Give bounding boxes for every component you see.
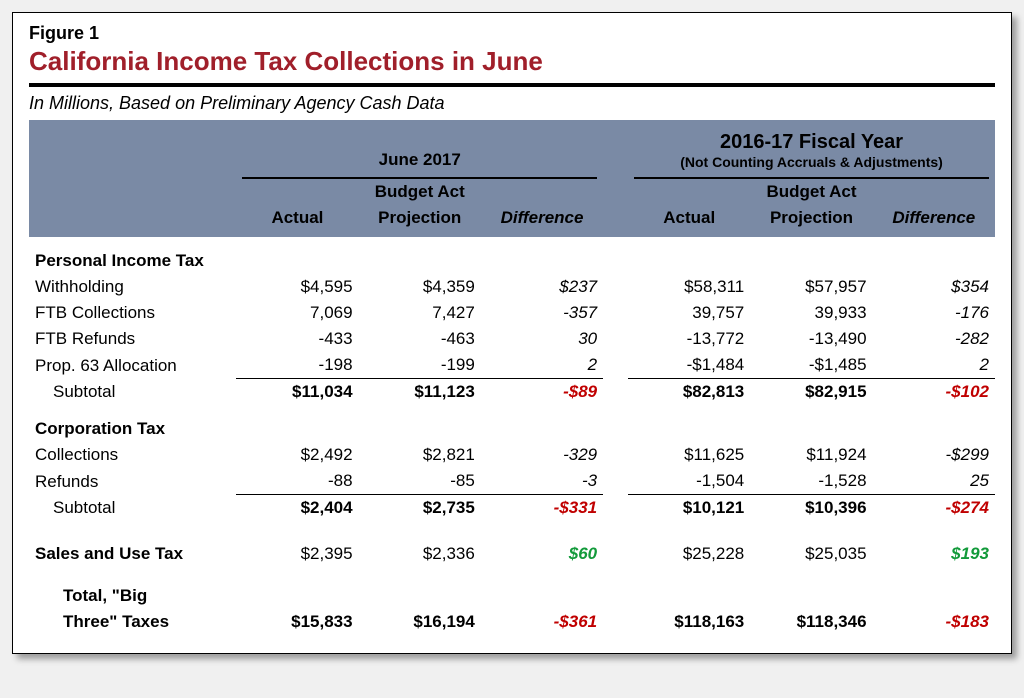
data-cell: -$274 — [873, 495, 995, 522]
data-cell: -$361 — [481, 609, 603, 635]
sales-label: Sales and Use Tax — [29, 541, 236, 567]
data-cell: -13,490 — [750, 326, 872, 352]
data-cell: -176 — [873, 300, 995, 326]
row-label: Refunds — [29, 468, 236, 495]
data-cell: 25 — [873, 468, 995, 495]
data-cell: $2,492 — [236, 442, 358, 468]
data-cell: $10,396 — [750, 495, 872, 522]
data-cell: $4,595 — [236, 274, 358, 300]
data-cell: -13,772 — [628, 326, 750, 352]
figure-subtitle: In Millions, Based on Preliminary Agency… — [29, 93, 995, 114]
period-left-title-text: June 2017 — [379, 150, 461, 169]
col-diff-left: Difference — [481, 179, 603, 231]
data-cell: $58,311 — [628, 274, 750, 300]
data-cell: $118,346 — [750, 609, 872, 635]
col-proj-right-l2: Projection — [750, 205, 872, 231]
data-cell: $25,035 — [750, 541, 872, 567]
data-cell: -1,504 — [628, 468, 750, 495]
data-cell: $11,924 — [750, 442, 872, 468]
data-cell: $193 — [873, 541, 995, 567]
data-cell: -3 — [481, 468, 603, 495]
data-cell: $2,735 — [359, 495, 481, 522]
col-proj-left-l1: Budget Act — [359, 179, 481, 205]
data-cell: 7,427 — [359, 300, 481, 326]
data-cell: 39,757 — [628, 300, 750, 326]
data-cell: $237 — [481, 274, 603, 300]
data-cell: -1,528 — [750, 468, 872, 495]
data-cell: -$89 — [481, 379, 603, 406]
data-cell: $11,123 — [359, 379, 481, 406]
data-cell: $25,228 — [628, 541, 750, 567]
data-cell: $82,813 — [628, 379, 750, 406]
data-cell: -$183 — [873, 609, 995, 635]
data-cell: -85 — [359, 468, 481, 495]
section-header: Personal Income Tax — [29, 237, 995, 274]
data-cell: -463 — [359, 326, 481, 352]
data-cell: $4,359 — [359, 274, 481, 300]
data-cell: -199 — [359, 352, 481, 379]
data-cell: $10,121 — [628, 495, 750, 522]
col-actual-right: Actual — [628, 179, 750, 231]
data-cell: $15,833 — [236, 609, 358, 635]
data-cell: -198 — [236, 352, 358, 379]
period-right-title: 2016-17 Fiscal Year — [634, 131, 989, 154]
row-label: FTB Refunds — [29, 326, 236, 352]
data-cell: -$299 — [873, 442, 995, 468]
data-cell: -329 — [481, 442, 603, 468]
data-cell: -$102 — [873, 379, 995, 406]
data-cell: -282 — [873, 326, 995, 352]
subtotal-label: Subtotal — [29, 379, 236, 406]
data-cell: $2,821 — [359, 442, 481, 468]
section-header: Corporation Tax — [29, 405, 995, 442]
row-label: Withholding — [29, 274, 236, 300]
data-cell: 39,933 — [750, 300, 872, 326]
total-label-l2: Three" Taxes — [29, 609, 236, 635]
data-cell: 2 — [873, 352, 995, 379]
header-table: June 2017 2016-17 Fiscal Year (Not Count… — [29, 128, 995, 231]
col-proj-left-l2: Projection — [359, 205, 481, 231]
data-cell: -433 — [236, 326, 358, 352]
subtotal-label: Subtotal — [29, 495, 236, 522]
col-diff-right: Difference — [873, 179, 995, 231]
data-cell: $11,625 — [628, 442, 750, 468]
data-cell: -88 — [236, 468, 358, 495]
row-label: FTB Collections — [29, 300, 236, 326]
figure-title: California Income Tax Collections in Jun… — [29, 46, 995, 77]
data-cell: 2 — [481, 352, 603, 379]
data-cell: $354 — [873, 274, 995, 300]
data-cell: $57,957 — [750, 274, 872, 300]
data-cell: -357 — [481, 300, 603, 326]
row-label: Prop. 63 Allocation — [29, 352, 236, 379]
data-table: Personal Income TaxWithholding$4,595$4,3… — [29, 237, 995, 635]
data-cell: $118,163 — [628, 609, 750, 635]
data-cell: $11,034 — [236, 379, 358, 406]
data-cell: -$331 — [481, 495, 603, 522]
data-cell: 30 — [481, 326, 603, 352]
total-label-l1: Total, "Big — [29, 583, 236, 609]
data-cell: $60 — [481, 541, 603, 567]
title-rule — [29, 83, 995, 87]
figure-label: Figure 1 — [29, 23, 995, 44]
period-right-sub: (Not Counting Accruals & Adjustments) — [634, 154, 989, 170]
data-cell: -$1,484 — [628, 352, 750, 379]
col-proj-right-l1: Budget Act — [750, 179, 872, 205]
data-cell: 7,069 — [236, 300, 358, 326]
data-cell: $2,404 — [236, 495, 358, 522]
data-cell: $16,194 — [359, 609, 481, 635]
col-actual-left: Actual — [236, 179, 358, 231]
column-header-band: June 2017 2016-17 Fiscal Year (Not Count… — [29, 120, 995, 237]
data-cell: $82,915 — [750, 379, 872, 406]
period-right-block: 2016-17 Fiscal Year (Not Counting Accrua… — [628, 128, 995, 173]
data-cell: -$1,485 — [750, 352, 872, 379]
period-left-title: June 2017 — [236, 128, 603, 173]
data-cell: $2,336 — [359, 541, 481, 567]
row-label: Collections — [29, 442, 236, 468]
data-cell: $2,395 — [236, 541, 358, 567]
figure-card: Figure 1 California Income Tax Collectio… — [12, 12, 1012, 654]
